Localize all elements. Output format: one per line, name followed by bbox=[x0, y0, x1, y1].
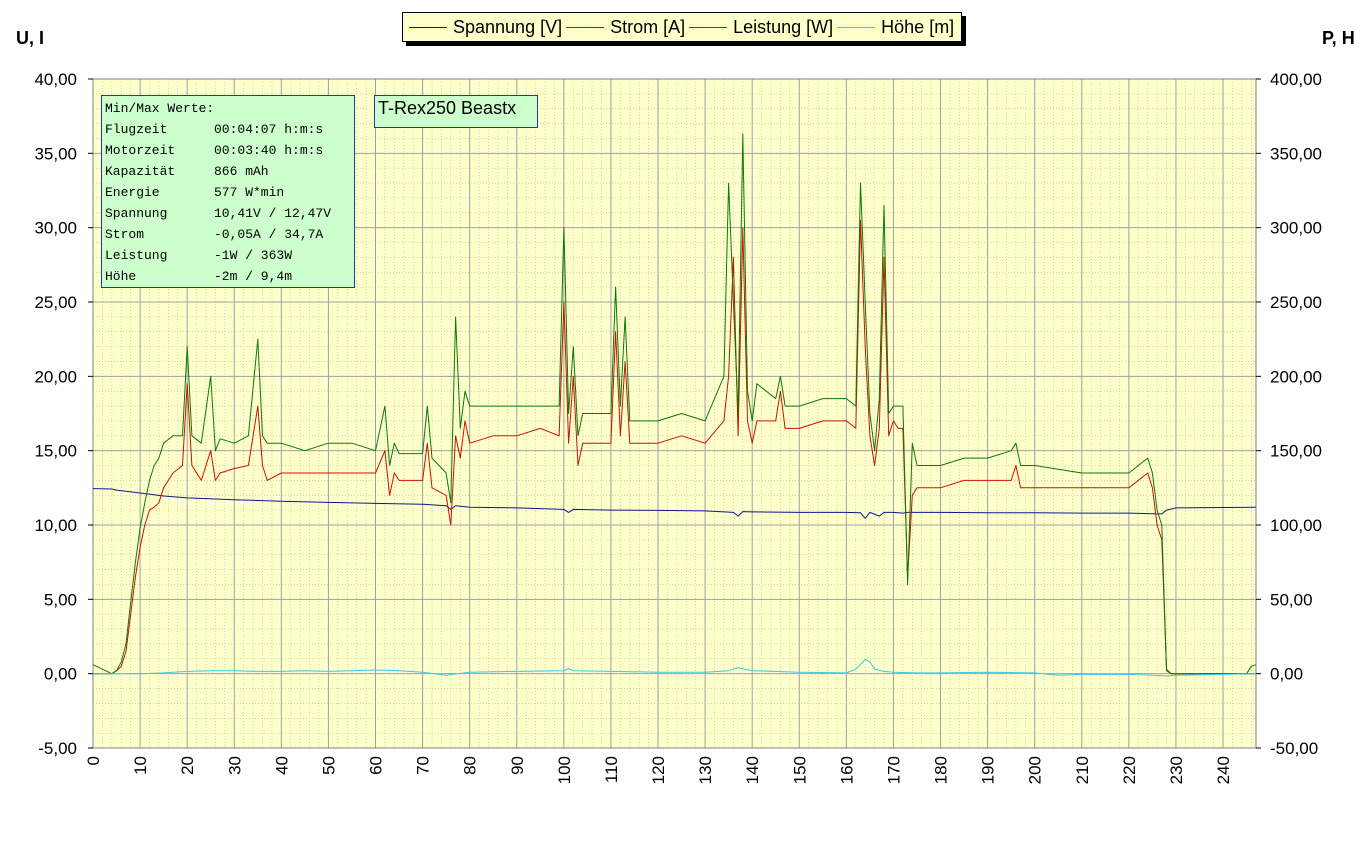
y-right-tick-label: -50,00 bbox=[1270, 739, 1318, 758]
legend-label-spannung: Spannung [V] bbox=[453, 16, 563, 37]
x-tick-label: 130 bbox=[696, 756, 715, 784]
x-tick-label: 160 bbox=[837, 756, 856, 784]
y-right-tick-label: 200,00 bbox=[1270, 367, 1322, 386]
info-key: Flugzeit bbox=[105, 122, 168, 137]
info-row-kapazitaet: Kapazität 866 mAh bbox=[105, 161, 354, 182]
x-tick-label: 60 bbox=[367, 756, 386, 775]
info-value: 00:03:40 h:m:s bbox=[214, 143, 324, 158]
info-key: Kapazität bbox=[105, 164, 176, 179]
info-key: Leistung bbox=[105, 248, 168, 263]
y-right-tick-label: 100,00 bbox=[1270, 516, 1322, 535]
right-axis-label: P, H bbox=[1322, 28, 1355, 48]
info-row-strom: Strom -0,05A / 34,7A bbox=[105, 224, 354, 245]
y-right-tick-label: 50,00 bbox=[1270, 590, 1313, 609]
left-axis-label: U, I bbox=[16, 28, 45, 48]
info-row-energie: Energie 577 W*min bbox=[105, 182, 354, 203]
info-value: 577 W*min bbox=[214, 185, 285, 200]
legend-swatch-spannung bbox=[409, 26, 447, 28]
legend-label-hoehe: Höhe [m] bbox=[881, 16, 955, 37]
x-tick-label: 200 bbox=[1026, 756, 1045, 784]
y-left-tick-label: 25,00 bbox=[34, 293, 77, 312]
y-right-tick-label: 0,00 bbox=[1270, 665, 1303, 684]
info-value: 866 mAh bbox=[214, 164, 269, 179]
y-left-tick-label: 40,00 bbox=[34, 70, 77, 89]
plot-border bbox=[92, 78, 1257, 749]
legend-swatch-strom bbox=[566, 26, 605, 28]
chart-title: T-Rex250 Beastx bbox=[374, 95, 538, 128]
x-tick-label: 140 bbox=[743, 756, 762, 784]
info-value: -2m / 9,4m bbox=[214, 269, 293, 284]
y-left-tick-label: 30,00 bbox=[34, 219, 77, 238]
x-tick-label: 100 bbox=[555, 756, 574, 784]
x-tick-label: 40 bbox=[272, 756, 291, 775]
x-tick-label: 110 bbox=[602, 756, 621, 783]
y-left-tick-label: 35,00 bbox=[34, 144, 77, 163]
y-right-tick-label: 150,00 bbox=[1270, 442, 1322, 461]
x-tick-label: 90 bbox=[508, 756, 527, 775]
legend-item-spannung: Spannung [V] bbox=[409, 17, 562, 38]
info-row-motorzeit: Motorzeit 00:03:40 h:m:s bbox=[105, 140, 354, 161]
info-row-hoehe: Höhe -2m / 9,4m bbox=[105, 266, 354, 287]
y-left-tick-label: 0,00 bbox=[44, 665, 77, 684]
min-max-info-box: Min/Max Werte: Flugzeit 00:04:07 h:m:s Mo… bbox=[101, 95, 355, 288]
legend-item-strom: Strom [A] bbox=[566, 17, 685, 38]
y-right-tick-label: 250,00 bbox=[1270, 293, 1322, 312]
legend-item-hoehe: Höhe [m] bbox=[837, 17, 954, 38]
x-tick-label: 240 bbox=[1214, 756, 1233, 784]
x-tick-label: 180 bbox=[932, 756, 951, 784]
x-tick-label: 210 bbox=[1073, 756, 1092, 784]
x-tick-label: 50 bbox=[319, 756, 338, 775]
info-key: Strom bbox=[105, 227, 145, 242]
y-left-tick-label: 5,00 bbox=[44, 590, 77, 609]
info-value: -0,05A / 34,7A bbox=[214, 227, 324, 242]
y-left-tick-label: 10,00 bbox=[34, 516, 77, 535]
legend-label-leistung: Leistung [W] bbox=[733, 16, 834, 37]
x-tick-label: 70 bbox=[414, 756, 433, 775]
series-line-strom bbox=[93, 219, 1256, 675]
legend-swatch-hoehe bbox=[837, 26, 876, 28]
info-value: 10,41V / 12,47V bbox=[214, 206, 332, 221]
x-tick-label: 120 bbox=[649, 756, 668, 784]
x-tick-label: 220 bbox=[1120, 756, 1139, 784]
y-left-tick-label: 20,00 bbox=[34, 367, 77, 386]
x-tick-label: 230 bbox=[1167, 756, 1186, 784]
y-left-tick-label: -5,00 bbox=[38, 739, 77, 758]
x-tick-label: 170 bbox=[884, 756, 903, 784]
x-tick-label: 150 bbox=[790, 756, 809, 784]
info-key: Motorzeit bbox=[105, 143, 176, 158]
x-tick-label: 80 bbox=[461, 756, 480, 775]
y-right-tick-label: 400,00 bbox=[1270, 70, 1322, 89]
info-row-leistung: Leistung -1W / 363W bbox=[105, 245, 354, 266]
x-tick-label: 190 bbox=[979, 756, 998, 784]
legend-swatch-leistung bbox=[689, 26, 728, 28]
y-right-tick-label: 350,00 bbox=[1270, 144, 1322, 163]
series-line-höhe bbox=[93, 659, 1257, 677]
info-value: -1W / 363W bbox=[214, 248, 293, 263]
x-tick-label: 0 bbox=[84, 756, 103, 765]
x-tick-label: 20 bbox=[178, 756, 197, 775]
y-left-tick-label: 15,00 bbox=[34, 442, 77, 461]
info-key: Energie bbox=[105, 185, 160, 200]
info-value: 00:04:07 h:m:s bbox=[214, 122, 324, 137]
info-key: Spannung bbox=[105, 206, 168, 221]
info-row-flugzeit: Flugzeit 00:04:07 h:m:s bbox=[105, 119, 354, 140]
legend-item-leistung: Leistung [W] bbox=[689, 17, 833, 38]
legend: Spannung [V] Strom [A] Leistung [W] Höhe… bbox=[402, 12, 962, 42]
info-row-spannung: Spannung 10,41V / 12,47V bbox=[105, 203, 354, 224]
series-line-leistung bbox=[92, 133, 1257, 675]
x-tick-label: 30 bbox=[225, 756, 244, 775]
info-header: Min/Max Werte: bbox=[105, 101, 215, 116]
y-right-tick-label: 300,00 bbox=[1270, 219, 1322, 238]
info-key: Höhe bbox=[105, 269, 137, 284]
legend-label-strom: Strom [A] bbox=[610, 16, 686, 37]
series-line-spannung bbox=[92, 488, 1257, 519]
x-tick-label: 10 bbox=[131, 756, 150, 775]
